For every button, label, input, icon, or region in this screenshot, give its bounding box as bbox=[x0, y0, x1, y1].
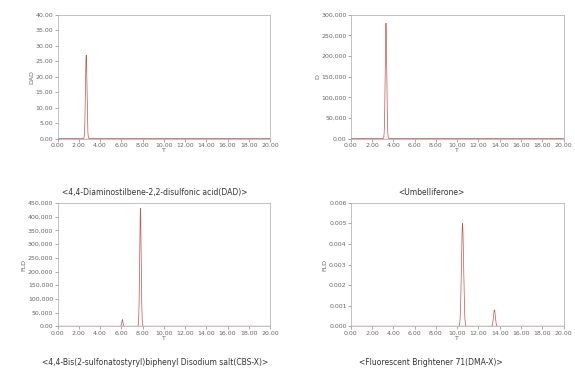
X-axis label: T: T bbox=[162, 336, 166, 341]
Text: <4,4-Bis(2-sulfonatostyryl)biphenyl Disodium salt(CBS-X)>: <4,4-Bis(2-sulfonatostyryl)biphenyl Diso… bbox=[42, 358, 269, 367]
X-axis label: T: T bbox=[455, 336, 459, 341]
Y-axis label: D: D bbox=[315, 74, 320, 79]
X-axis label: T: T bbox=[455, 148, 459, 153]
Text: <Umbelliferone>: <Umbelliferone> bbox=[398, 188, 465, 197]
Text: <Fluorescent Brightener 71(DMA-X)>: <Fluorescent Brightener 71(DMA-X)> bbox=[359, 358, 503, 367]
Text: <4,4-Diaminostilbene-2,2-disulfonic acid(DAD)>: <4,4-Diaminostilbene-2,2-disulfonic acid… bbox=[63, 188, 248, 197]
Y-axis label: FLD: FLD bbox=[323, 259, 328, 271]
Y-axis label: DAD: DAD bbox=[29, 70, 34, 83]
Y-axis label: FLD: FLD bbox=[22, 259, 26, 271]
X-axis label: T: T bbox=[162, 148, 166, 153]
